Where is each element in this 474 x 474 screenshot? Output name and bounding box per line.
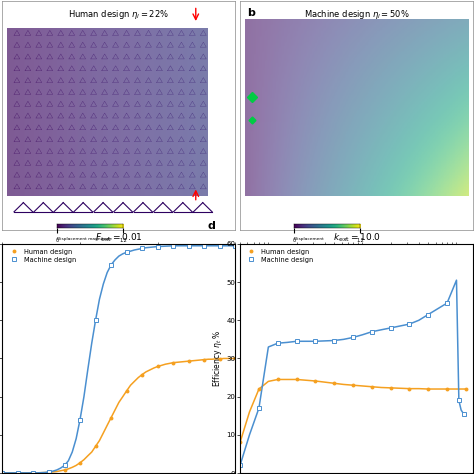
Title: $F_{\mathrm{ext}} = 0.01$: $F_{\mathrm{ext}} = 0.01$: [95, 231, 143, 244]
Human design: [186, 358, 191, 364]
Text: Displacement: Displacement: [294, 237, 325, 241]
Text: Human design $\eta_l = 22\%$: Human design $\eta_l = 22\%$: [68, 8, 169, 21]
Human design: [350, 383, 356, 388]
Human design: [369, 384, 375, 390]
Machine design: [77, 417, 83, 422]
Text: b: b: [247, 8, 255, 18]
Machine design: [15, 470, 21, 474]
Human design: [62, 467, 67, 473]
Human design: [312, 378, 318, 384]
Human design: [233, 356, 238, 361]
Legend: Human design, Machine design: Human design, Machine design: [243, 247, 315, 264]
Machine design: [30, 470, 36, 474]
Machine design: [93, 318, 99, 323]
Human design: [139, 372, 145, 377]
Line: Human design: Human design: [0, 356, 237, 474]
Human design: [407, 386, 412, 392]
Human design: [30, 470, 36, 474]
Machine design: [155, 244, 161, 249]
Human design: [237, 440, 243, 446]
Human design: [444, 386, 450, 392]
Human design: [294, 377, 300, 383]
Human design: [108, 415, 114, 420]
Machine design: [275, 340, 281, 346]
Machine design: [186, 243, 191, 249]
Machine design: [0, 470, 5, 474]
Machine design: [237, 463, 243, 468]
Machine design: [350, 335, 356, 340]
Machine design: [139, 246, 145, 251]
Machine design: [407, 321, 412, 327]
Machine design: [62, 463, 67, 468]
Machine design: [369, 329, 375, 335]
Human design: [201, 357, 207, 363]
Line: Machine design: Machine design: [0, 244, 237, 474]
Machine design: [217, 243, 223, 249]
Machine design: [331, 337, 337, 343]
Machine design: [444, 300, 450, 306]
Y-axis label: Efficiency $\eta_t$ %: Efficiency $\eta_t$ %: [211, 329, 224, 387]
Machine design: [256, 405, 262, 411]
Machine design: [201, 243, 207, 249]
Machine design: [233, 243, 238, 249]
Human design: [15, 470, 21, 474]
Human design: [463, 386, 469, 392]
Human design: [217, 356, 223, 362]
Machine design: [456, 398, 462, 403]
Line: Human design: Human design: [238, 377, 468, 445]
Machine design: [388, 325, 393, 331]
Line: Machine design: Machine design: [238, 301, 465, 467]
Text: d: d: [208, 221, 215, 231]
Human design: [93, 444, 99, 449]
Text: Displacement magnitude: Displacement magnitude: [57, 237, 112, 241]
Human design: [331, 381, 337, 386]
Human design: [0, 470, 5, 474]
Human design: [388, 385, 393, 391]
Machine design: [46, 469, 52, 474]
Human design: [155, 364, 161, 369]
Machine design: [312, 338, 318, 344]
Machine design: [170, 243, 176, 249]
Human design: [77, 460, 83, 465]
Text: Machine design $\eta_l = 50\%$: Machine design $\eta_l = 50\%$: [304, 8, 410, 21]
Human design: [275, 377, 281, 383]
Human design: [170, 360, 176, 365]
Legend: Human design, Machine design: Human design, Machine design: [6, 247, 77, 264]
Title: $k_{\mathrm{ext}} = 10.0$: $k_{\mathrm{ext}} = 10.0$: [333, 231, 381, 244]
Machine design: [425, 312, 431, 318]
Machine design: [108, 262, 114, 268]
Human design: [425, 386, 431, 392]
Machine design: [124, 249, 129, 255]
Machine design: [461, 411, 466, 417]
Human design: [124, 388, 129, 394]
Machine design: [294, 338, 300, 344]
Human design: [256, 386, 262, 392]
Human design: [46, 469, 52, 474]
